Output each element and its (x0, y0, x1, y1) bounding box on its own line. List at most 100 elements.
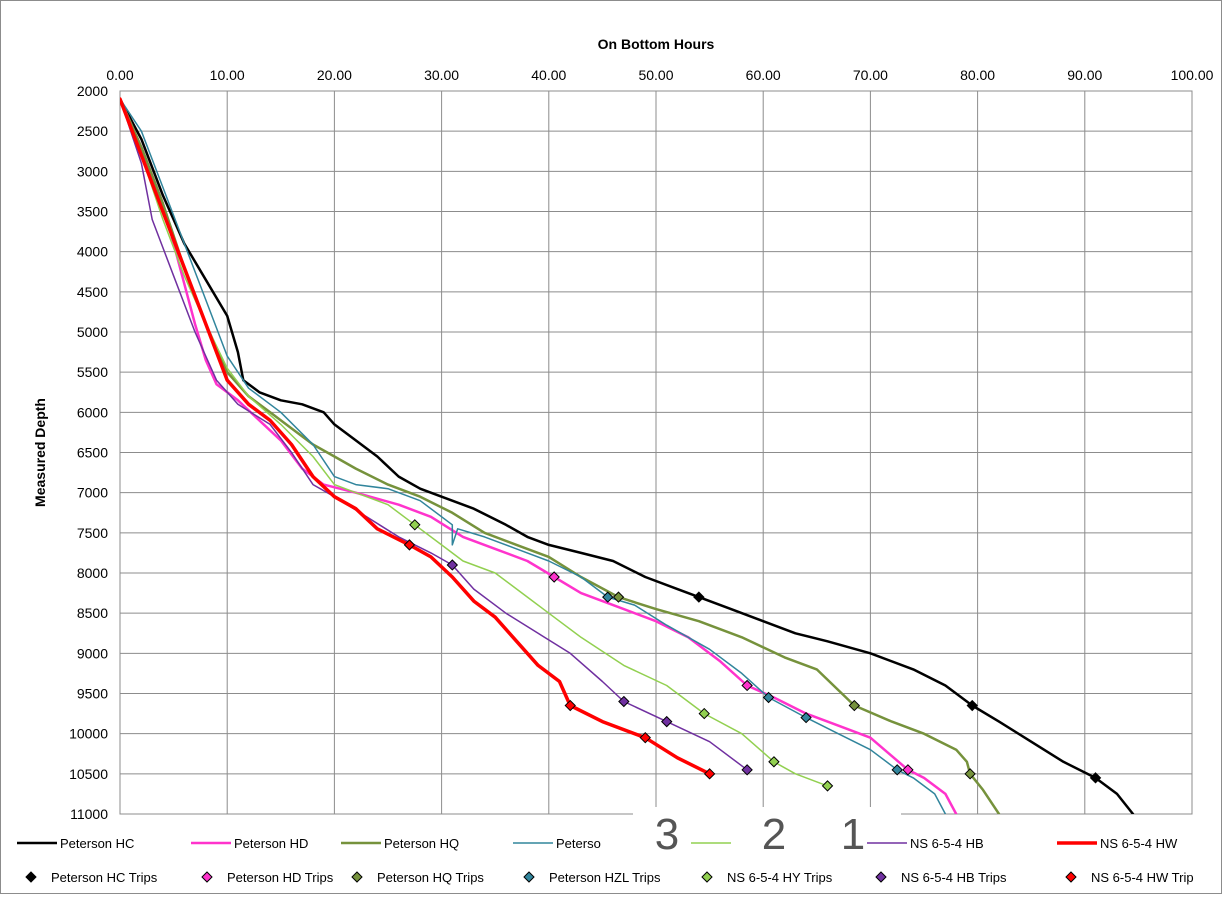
x-tick-label: 90.00 (1067, 67, 1102, 83)
overlay-numbers: 3 2 1 (655, 810, 865, 859)
overlay-number: 2 (762, 810, 786, 859)
legend-item-line: Peterson HC (17, 836, 134, 851)
series-lines (120, 97, 1135, 814)
x-tick-labels: 0.00 10.00 20.00 30.00 40.00 50.00 60.00 70.00 8… (106, 67, 1213, 83)
series-line-ns-6-5-4-hb (120, 98, 748, 771)
trip-marker-ns-6-5-4-hw-trips (564, 699, 576, 712)
x-tick-label: 10.00 (210, 67, 245, 83)
legend-item-line: NS 6-5-4 HB (867, 836, 984, 851)
legend-label: NS 6-5-4 HW Trip (1091, 870, 1194, 885)
series-line-peterson-hzl (120, 98, 947, 814)
y-tick-label: 4000 (77, 244, 108, 260)
y-tick-label: 8000 (77, 565, 108, 581)
y-tick-label: 9000 (77, 645, 108, 661)
gridlines (119, 90, 1193, 815)
y-tick-label: 5500 (77, 364, 108, 380)
x-tick-label: 60.00 (746, 67, 781, 83)
trip-marker-peterson-hzl-trips (762, 691, 775, 704)
y-tick-label: 5000 (77, 324, 108, 340)
trip-marker-peterson-hzl-trips (602, 591, 614, 603)
trip-marker-ns-6-5-4-hb-trips (618, 695, 630, 708)
trip-marker-ns-6-5-4-hw-trips (403, 539, 416, 551)
y-tick-label: 10000 (69, 726, 108, 742)
trip-marker-peterson-hd-trips (741, 679, 753, 692)
legend-label: Peterson HC Trips (51, 870, 158, 885)
legend-item-marker: Peterson HC Trips (25, 870, 158, 885)
x-tick-label: 30.00 (424, 67, 459, 83)
legend-marker-swatch (1065, 871, 1077, 883)
trip-marker-peterson-hd-trips (548, 571, 560, 583)
trip-marker-peterson-hzl-trips (891, 764, 903, 776)
x-tick-label: 50.00 (638, 67, 673, 83)
y-tick-label: 9500 (77, 686, 108, 702)
series-line-ns-6-5-4-hw (120, 97, 712, 776)
legend-item-marker: NS 6-5-4 HY Trips (701, 870, 833, 885)
y-tick-label: 11000 (70, 806, 108, 822)
x-axis-title: On Bottom Hours (598, 36, 715, 52)
series-line-peterson-hc (120, 97, 1135, 814)
trip-marker-peterson-hq-trips (848, 699, 861, 712)
legend-item-marker: Peterson HQ Trips (351, 870, 484, 885)
x-tick-label: 80.00 (960, 67, 995, 83)
y-tick-label: 7500 (77, 525, 108, 541)
legend-label: Peterson HD (234, 836, 308, 851)
legend-item-marker: Peterson HZL Trips (523, 870, 661, 885)
legend-marker-swatch (523, 871, 535, 883)
legend-marker-swatch (875, 871, 887, 883)
y-tick-label: 4500 (77, 284, 108, 300)
overlay-number: 3 (655, 810, 679, 859)
legend-label: Peterson HQ (384, 836, 459, 851)
y-tick-label: 2500 (77, 123, 108, 139)
trip-marker-ns-6-5-4-hy-trips (768, 756, 780, 768)
legend-label: Peterson HC (60, 836, 134, 851)
legend-item-marker: Peterson HD Trips (201, 870, 334, 885)
trip-marker-peterson-hd-trips (902, 764, 914, 776)
y-tick-labels: 2000 2500 3000 3500 4000 4500 5000 5500 6000 6500… (69, 83, 108, 822)
y-tick-label: 2000 (77, 83, 108, 99)
x-tick-label: 70.00 (853, 67, 888, 83)
legend-item-marker: NS 6-5-4 HW Trip (1065, 870, 1194, 885)
y-tick-label: 3000 (77, 163, 108, 179)
overlay-white-box (633, 807, 901, 857)
trip-marker-ns-6-5-4-hw-trips (703, 768, 716, 780)
trip-marker-peterson-hc-trips (693, 591, 705, 603)
legend: Peterson HC Peterson HD Peterson HQ Peterso… (17, 836, 1194, 885)
y-tick-label: 10500 (69, 766, 108, 782)
x-tick-label: 20.00 (317, 67, 352, 83)
series-line-peterson-hq (120, 97, 1001, 814)
trip-marker-peterson-hc-trips (1089, 772, 1102, 784)
x-tick-label: 40.00 (531, 67, 566, 83)
legend-label: NS 6-5-4 HY Trips (727, 870, 833, 885)
y-tick-label: 7000 (77, 485, 108, 501)
legend-item-line: Peterson HD (191, 836, 308, 851)
overlay-number: 1 (841, 810, 865, 859)
legend-label: NS 6-5-4 HB (910, 836, 984, 851)
legend-item-line: Peterso (513, 836, 601, 851)
y-axis-title: Measured Depth (32, 398, 48, 507)
legend-label: Peterson HZL Trips (549, 870, 661, 885)
trip-marker-peterson-hzl-trips (800, 711, 812, 724)
trip-marker-peterson-hq-trips (612, 591, 625, 603)
series-line-ns-6-5-4-hy (120, 98, 829, 787)
legend-item-line: Peterson HQ (341, 836, 459, 851)
series-line-peterson-hd (120, 97, 958, 814)
x-tick-label: 0.00 (106, 67, 133, 83)
legend-marker-swatch (25, 871, 37, 883)
legend-label: Peterso (556, 836, 601, 851)
y-tick-label: 3500 (77, 204, 108, 220)
legend-marker-swatch (351, 871, 363, 883)
y-tick-label: 6000 (77, 404, 108, 420)
trip-marker-ns-6-5-4-hy-trips (409, 519, 421, 531)
legend-label: NS 6-5-4 HW (1100, 836, 1178, 851)
trip-marker-peterson-hc-trips (966, 699, 978, 712)
trip-marker-peterson-hq-trips (964, 768, 976, 780)
legend-item-line: NS 6-5-4 HW (1057, 836, 1178, 851)
trip-marker-ns-6-5-4-hy-trips (821, 780, 834, 792)
y-tick-label: 8500 (77, 605, 108, 621)
x-tick-label: 100.00 (1171, 67, 1214, 83)
legend-label: NS 6-5-4 HB Trips (901, 870, 1007, 885)
trip-markers (403, 519, 1102, 792)
trip-marker-ns-6-5-4-hb-trips (661, 715, 673, 728)
